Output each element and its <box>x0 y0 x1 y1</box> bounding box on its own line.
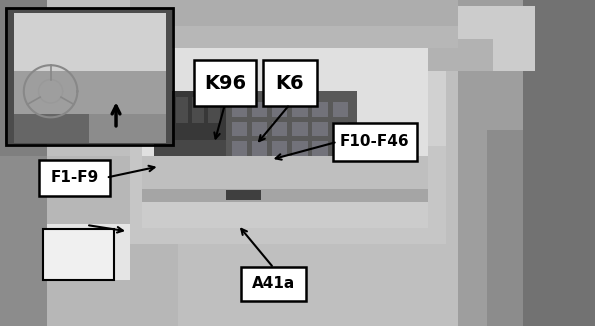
FancyBboxPatch shape <box>241 267 306 301</box>
Text: F1-F9: F1-F9 <box>50 170 99 185</box>
FancyBboxPatch shape <box>194 60 256 106</box>
FancyBboxPatch shape <box>263 60 317 106</box>
Text: K6: K6 <box>275 74 304 93</box>
Text: F10-F46: F10-F46 <box>340 134 410 149</box>
FancyBboxPatch shape <box>333 123 416 161</box>
Text: A41a: A41a <box>252 276 295 291</box>
FancyBboxPatch shape <box>43 229 114 280</box>
FancyBboxPatch shape <box>39 160 110 196</box>
Text: K96: K96 <box>204 74 246 93</box>
